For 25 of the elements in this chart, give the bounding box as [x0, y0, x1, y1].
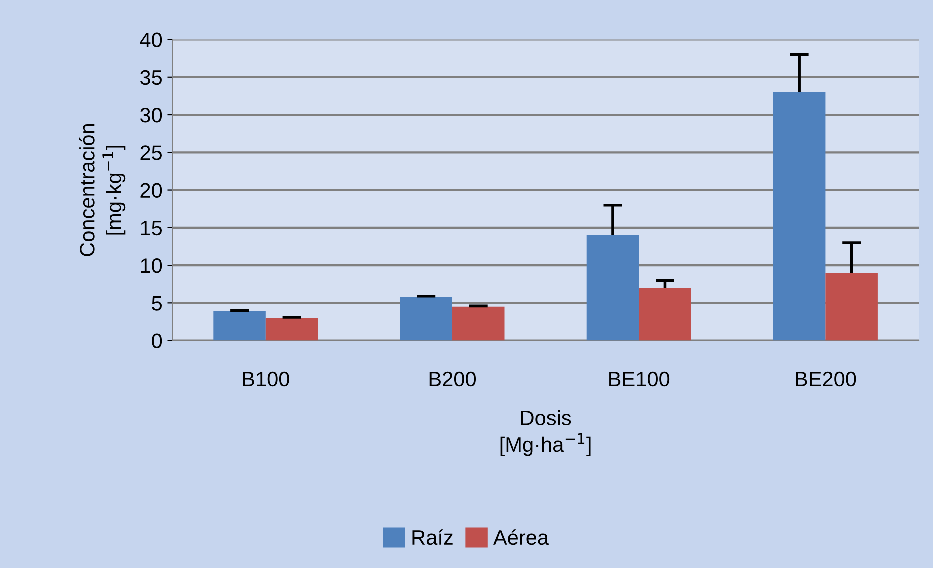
- x-tick-label: B200: [430, 372, 476, 387]
- x-tick-label: BE100: [610, 372, 670, 387]
- x-tick-label: BE200: [796, 372, 856, 387]
- bar: [452, 306, 505, 341]
- y-tick-label: 30: [140, 108, 162, 123]
- bar: [586, 235, 640, 341]
- y-tick-label: 15: [141, 221, 162, 236]
- y-tick-label: 10: [141, 258, 162, 274]
- bar: [826, 273, 878, 341]
- bar: [400, 297, 453, 341]
- legend-label: Aérea: [494, 530, 550, 546]
- y-tick-label: 40: [140, 32, 162, 48]
- y-tick-label: 5: [152, 296, 162, 311]
- bar: [214, 311, 266, 341]
- bar: [639, 288, 692, 341]
- y-tick-label: 20: [140, 183, 162, 198]
- x-tick-label: B100: [243, 372, 290, 387]
- bar: [773, 92, 826, 341]
- y-tick-label: 0: [152, 334, 162, 349]
- x-axis-title: Dosis [Mg·ha$^{−1}$]: [500, 410, 591, 456]
- legend-label: Raíz: [412, 530, 453, 546]
- y-tick-label: 25: [140, 146, 162, 160]
- y-axis-title: Concentración [mg·kg$^{−1}$]: [79, 124, 126, 256]
- bar: [266, 318, 318, 341]
- y-tick-label: 35: [140, 70, 162, 86]
